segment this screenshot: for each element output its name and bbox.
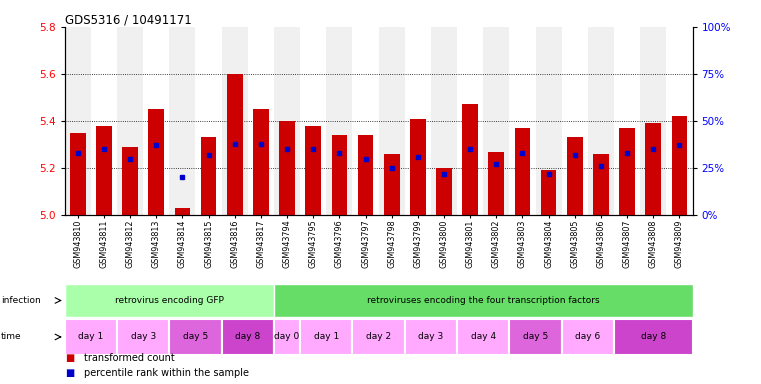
Bar <box>221 27 248 215</box>
Bar <box>562 319 614 355</box>
Bar <box>352 319 405 355</box>
Bar <box>536 27 562 215</box>
Bar <box>384 154 400 215</box>
Bar <box>509 319 562 355</box>
Text: percentile rank within the sample: percentile rank within the sample <box>84 368 249 378</box>
Text: day 5: day 5 <box>183 333 208 341</box>
Text: day 1: day 1 <box>314 333 339 341</box>
Bar <box>358 135 374 215</box>
Text: ■: ■ <box>65 353 74 363</box>
Bar <box>410 119 425 215</box>
Bar <box>405 319 457 355</box>
Text: day 4: day 4 <box>470 333 496 341</box>
Bar <box>117 319 170 355</box>
Bar <box>457 27 483 215</box>
Text: transformed count: transformed count <box>84 353 174 363</box>
Text: day 1: day 1 <box>78 333 103 341</box>
Bar <box>279 121 295 215</box>
Text: day 8: day 8 <box>235 333 260 341</box>
Bar <box>117 27 143 215</box>
Bar <box>65 284 274 317</box>
Bar <box>169 27 196 215</box>
Text: GDS5316 / 10491171: GDS5316 / 10491171 <box>65 13 192 26</box>
Bar <box>614 27 640 215</box>
Bar <box>405 27 431 215</box>
Bar <box>91 27 117 215</box>
Text: ■: ■ <box>65 368 74 378</box>
Bar <box>227 74 243 215</box>
Bar <box>248 27 274 215</box>
Bar <box>326 27 352 215</box>
Bar <box>274 319 300 355</box>
Text: day 3: day 3 <box>131 333 156 341</box>
Bar <box>588 27 614 215</box>
Bar <box>509 27 536 215</box>
Bar <box>201 137 216 215</box>
Text: retrovirus encoding GFP: retrovirus encoding GFP <box>115 296 224 305</box>
Bar <box>274 284 693 317</box>
Bar <box>378 27 405 215</box>
Text: infection: infection <box>1 296 40 305</box>
Text: day 0: day 0 <box>275 333 300 341</box>
Bar <box>143 27 170 215</box>
Bar <box>123 147 138 215</box>
Bar <box>352 27 379 215</box>
Bar <box>305 126 321 215</box>
Bar <box>541 170 556 215</box>
Bar <box>562 27 587 215</box>
Bar <box>514 128 530 215</box>
Text: day 2: day 2 <box>366 333 391 341</box>
Text: retroviruses encoding the four transcription factors: retroviruses encoding the four transcrip… <box>367 296 600 305</box>
Bar <box>65 27 91 215</box>
Bar <box>667 27 693 215</box>
Bar <box>300 27 326 215</box>
Text: time: time <box>1 333 21 341</box>
Bar <box>640 27 667 215</box>
Text: day 3: day 3 <box>419 333 444 341</box>
Bar <box>332 135 347 215</box>
Bar <box>567 137 583 215</box>
Bar <box>65 319 117 355</box>
Bar <box>169 319 221 355</box>
Bar <box>463 104 478 215</box>
Bar <box>671 116 687 215</box>
Bar <box>274 27 300 215</box>
Bar <box>593 154 609 215</box>
Text: day 8: day 8 <box>641 333 666 341</box>
Bar <box>300 319 352 355</box>
Text: day 5: day 5 <box>523 333 548 341</box>
Bar <box>457 319 509 355</box>
Bar <box>221 319 274 355</box>
Bar <box>436 168 452 215</box>
Bar <box>483 27 509 215</box>
Bar <box>174 208 190 215</box>
Bar <box>614 319 693 355</box>
Text: day 6: day 6 <box>575 333 600 341</box>
Bar <box>148 109 164 215</box>
Bar <box>645 123 661 215</box>
Bar <box>619 128 635 215</box>
Bar <box>70 133 86 215</box>
Bar <box>431 27 457 215</box>
Bar <box>489 152 505 215</box>
Bar <box>196 27 221 215</box>
Bar <box>96 126 112 215</box>
Bar <box>253 109 269 215</box>
